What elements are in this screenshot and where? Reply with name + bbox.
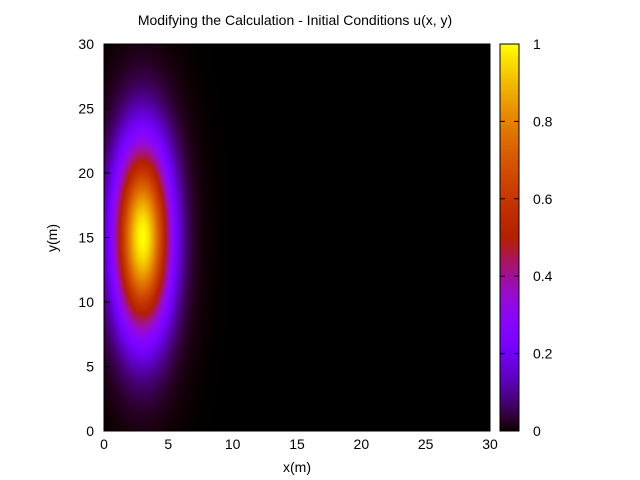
colorbar-tick-label: 0.2: [533, 346, 553, 362]
x-tick-label: 10: [225, 436, 241, 452]
x-tick-label: 25: [418, 436, 434, 452]
y-tick-label: 10: [78, 294, 94, 310]
x-axis-label: x(m): [283, 459, 311, 475]
chart-title: Modifying the Calculation - Initial Cond…: [138, 12, 452, 28]
colorbar-gradient: [500, 44, 519, 431]
x-tick-label: 30: [482, 436, 498, 452]
x-tick-label: 20: [354, 436, 370, 452]
x-tick-label: 5: [164, 436, 172, 452]
colorbar-tick-label: 0.4: [533, 268, 553, 284]
colorbar-tick-label: 0.8: [533, 113, 553, 129]
colorbar-tick-label: 0: [533, 423, 541, 439]
colorbar-border: [499, 43, 520, 432]
y-axis-label: y(m): [44, 224, 60, 252]
y-tick-label: 0: [86, 423, 94, 439]
heatmap-surface: [104, 44, 490, 431]
x-tick-label: 15: [289, 436, 305, 452]
x-axis: 0 5 10 15 20 25 30: [100, 44, 498, 452]
y-tick-label: 5: [86, 359, 94, 375]
y-tick-label: 30: [78, 36, 94, 52]
y-tick-label: 20: [78, 165, 94, 181]
colorbar-tick-label: 0.6: [533, 191, 553, 207]
y-tick-label: 15: [78, 230, 94, 246]
x-tick-label: 0: [100, 436, 108, 452]
y-tick-label: 25: [78, 101, 94, 117]
y-axis: 0 5 10 15 20 25 30: [78, 36, 490, 439]
colorbar-axis: 0 0.2 0.4 0.6 0.8 1: [500, 36, 553, 439]
colorbar-tick-label: 1: [533, 36, 541, 52]
